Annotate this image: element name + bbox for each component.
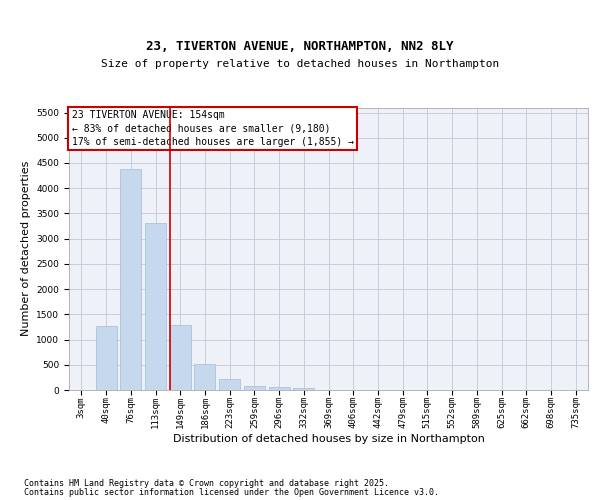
Text: Contains public sector information licensed under the Open Government Licence v3: Contains public sector information licen… — [24, 488, 439, 497]
Text: Contains HM Land Registry data © Crown copyright and database right 2025.: Contains HM Land Registry data © Crown c… — [24, 478, 389, 488]
Bar — [120, 169, 141, 390]
Bar — [194, 364, 215, 390]
Bar — [145, 223, 166, 390]
Text: 23, TIVERTON AVENUE, NORTHAMPTON, NN2 8LY: 23, TIVERTON AVENUE, NORTHAMPTON, NN2 8L… — [146, 40, 454, 52]
Bar — [269, 387, 290, 390]
Bar — [293, 388, 314, 390]
Text: Size of property relative to detached houses in Northampton: Size of property relative to detached ho… — [101, 59, 499, 69]
Bar — [244, 386, 265, 390]
Y-axis label: Number of detached properties: Number of detached properties — [21, 161, 31, 336]
X-axis label: Distribution of detached houses by size in Northampton: Distribution of detached houses by size … — [173, 434, 484, 444]
Bar — [219, 379, 240, 390]
Bar — [95, 326, 116, 390]
Text: 23 TIVERTON AVENUE: 154sqm
← 83% of detached houses are smaller (9,180)
17% of s: 23 TIVERTON AVENUE: 154sqm ← 83% of deta… — [71, 110, 353, 146]
Bar — [170, 326, 191, 390]
